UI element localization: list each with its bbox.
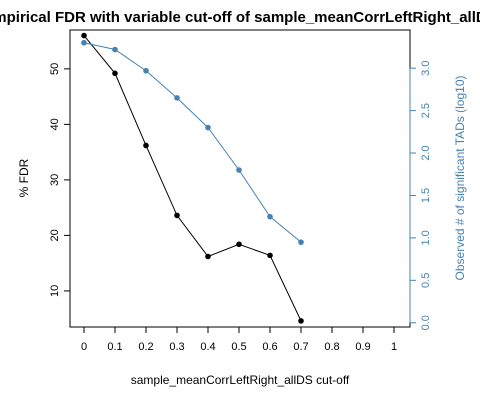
x-tick-label: 0.9 [355,341,370,353]
y-left-tick-label: 10 [49,285,61,297]
y-right-tick-label: 1.5 [420,188,432,203]
y-left-tick-label: 20 [49,229,61,241]
x-tick-label: 1 [391,341,397,353]
y-left-tick-label: 50 [49,63,61,75]
observed-tads-point [174,95,180,101]
fdr-point [174,212,180,219]
y-right-tick-label: 2.5 [420,103,432,118]
y-left-tick-label: 40 [49,118,61,130]
fdr-line [83,35,302,322]
series-layer [81,32,304,324]
fdr-point [236,241,242,248]
x-tick-label: 0.1 [107,341,122,353]
x-tick-label: 0.7 [293,341,308,353]
fdr-point [205,253,211,260]
x-tick-label: 0.4 [200,341,215,353]
fdr-point [81,32,87,39]
x-tick-label: 0.2 [138,341,153,353]
observed-tads-point [143,67,149,74]
x-tick-label: 0.8 [324,341,339,353]
y-left-tick-label: 30 [49,174,61,186]
x-tick-label: 0.6 [262,341,277,353]
fdr-point [267,252,273,259]
observed-tads-line [83,42,302,243]
x-tick-label: 0.5 [231,341,246,353]
y-right-tick-label: 0.0 [420,315,432,330]
y-right-tick-label: 2.0 [420,145,432,160]
y-right-tick-label: 3.0 [420,61,432,76]
y-right-tick-label: 0.5 [420,273,432,288]
observed-tads-point [205,124,211,131]
observed-tads-point [81,39,87,46]
fdr-point [298,318,304,324]
chart-title: Empirical FDR with variable cut-off of s… [0,9,480,26]
x-tick-label: 0 [81,341,87,353]
plot-frame [69,29,411,328]
x-tick-label: 0.3 [169,341,184,353]
observed-tads-point [236,167,242,173]
fdr-point [112,70,118,77]
x-axis-label: sample_meanCorrLeftRight_allDS cut-off [131,373,350,387]
y-axis-left-label: % FDR [17,158,31,197]
fdr-point [143,142,149,149]
observed-tads-point [298,239,304,245]
observed-tads-point [112,46,118,53]
y-axis-right-label: Observed # of significant TADs (log10) [453,76,467,281]
axes: 0 0.1 0.2 0.3 0.4 0.5 0.6 0.7 0.8 0.9 1 10 20 30 40 50 0… [49,29,432,353]
observed-tads-point [267,213,273,220]
y-right-tick-label: 1.0 [420,230,432,245]
